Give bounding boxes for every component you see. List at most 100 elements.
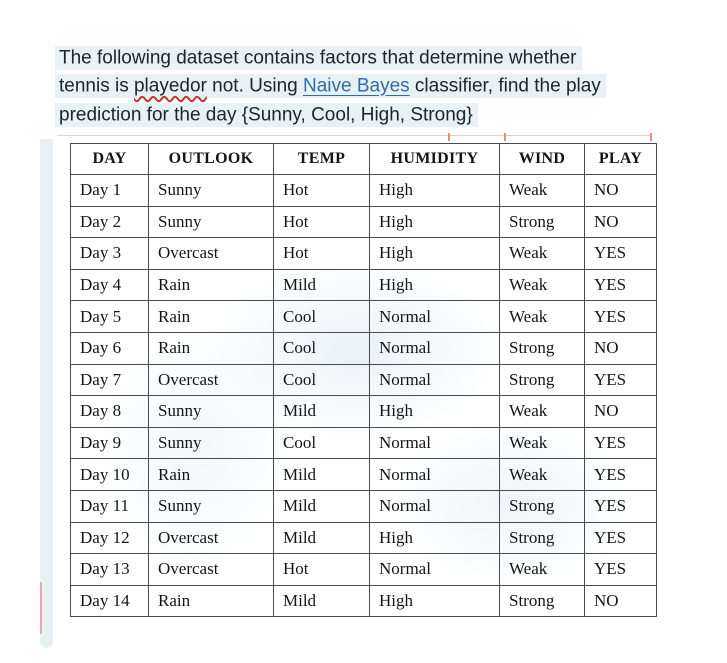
table-cell: Normal xyxy=(369,553,500,586)
table-cell: Sunny xyxy=(148,174,274,207)
table-cell: Weak xyxy=(499,458,585,491)
table-cell: Day 7 xyxy=(70,363,149,397)
red-tick-mark xyxy=(650,133,652,141)
table-cell: Rain xyxy=(148,300,274,333)
table-cell: Overcast xyxy=(148,553,274,586)
naive-bayes-link[interactable]: Naive Bayes xyxy=(302,75,410,97)
table-cell: Weak xyxy=(499,174,585,207)
table-cell: Day 13 xyxy=(70,553,149,586)
table-header-row: DAY OUTLOOK TEMP HUMIDITY WIND PLAY xyxy=(70,143,657,175)
table-cell: Weak xyxy=(499,237,585,270)
table-cell: Sunny xyxy=(148,489,274,523)
table-cell: Day 5 xyxy=(70,300,149,333)
table-cell: Sunny xyxy=(148,205,274,239)
table-cell: High xyxy=(369,584,500,618)
table-cell: Strong xyxy=(499,489,585,523)
table-row: Day 2 Sunny Hot High Strong NO xyxy=(70,205,657,239)
table-cell: Mild xyxy=(273,489,370,523)
table-cell: Normal xyxy=(369,489,500,523)
table-cell: Day 6 xyxy=(70,331,149,365)
table-row: Day 11 Sunny Mild Normal Strong YES xyxy=(70,489,657,523)
left-red-mark xyxy=(40,582,42,634)
table-cell: Weak xyxy=(499,395,585,428)
comment-anchor-line xyxy=(57,133,652,141)
table-cell: Day 1 xyxy=(70,174,149,207)
table-cell: Day 8 xyxy=(70,395,149,428)
table-cell: Normal xyxy=(369,363,500,397)
table-cell: Weak xyxy=(499,300,585,333)
table-row: Day 4 Rain Mild High Weak YES xyxy=(70,268,657,302)
table-cell: Strong xyxy=(499,521,585,555)
table-cell: Mild xyxy=(273,458,370,491)
table-cell: Sunny xyxy=(148,395,274,428)
question-line-1: The following dataset contains factors t… xyxy=(55,44,606,73)
column-header: PLAY xyxy=(584,143,657,175)
table-row: Day 14 Rain Mild High Strong NO xyxy=(70,584,657,618)
column-header: TEMP xyxy=(273,143,370,175)
table-cell: NO xyxy=(584,331,657,365)
table-cell: Strong xyxy=(499,584,585,618)
table-cell: YES xyxy=(584,458,657,491)
column-header: HUMIDITY xyxy=(369,143,500,175)
red-tick-mark xyxy=(448,133,450,141)
text-fragment: classifier, find the play xyxy=(409,75,601,97)
table-row: Day 6 Rain Cool Normal Strong NO xyxy=(70,331,657,365)
table-cell: Weak xyxy=(499,268,585,302)
column-header: OUTLOOK xyxy=(148,143,274,175)
table-cell: Mild xyxy=(273,584,370,618)
table-cell: Day 4 xyxy=(70,268,149,302)
table-cell: Hot xyxy=(273,553,370,586)
highlighted-text: tennis is playedor not. Using Naive Baye… xyxy=(55,74,606,98)
table-cell: Cool xyxy=(273,426,370,460)
table-row: Day 12 Overcast Mild High Strong YES xyxy=(70,521,657,555)
table-cell: Hot xyxy=(273,237,370,270)
red-tick-mark xyxy=(504,133,506,141)
table-cell: Rain xyxy=(148,584,274,618)
table-cell: Day 10 xyxy=(70,458,149,491)
table-cell: NO xyxy=(584,174,657,207)
table-cell: YES xyxy=(584,553,657,586)
table-cell: Cool xyxy=(273,363,370,397)
table-cell: Hot xyxy=(273,205,370,239)
table-cell: High xyxy=(369,205,500,239)
table-cell: Cool xyxy=(273,300,370,333)
table-cell: Day 11 xyxy=(70,489,149,523)
table-cell: Hot xyxy=(273,174,370,207)
table-cell: Mild xyxy=(273,395,370,428)
table-row: Day 1 Sunny Hot High Weak NO xyxy=(70,174,657,207)
tennis-dataset-table: DAY OUTLOOK TEMP HUMIDITY WIND PLAY Day 1 Sunn… xyxy=(70,143,657,618)
table-cell: Normal xyxy=(369,331,500,365)
table-cell: NO xyxy=(584,395,657,428)
highlighted-text: The following dataset contains factors t… xyxy=(55,45,582,70)
table-cell: Normal xyxy=(369,426,500,460)
misspelled-word: playedor xyxy=(133,75,207,97)
table-cell: YES xyxy=(584,300,657,333)
table-cell: Overcast xyxy=(148,363,274,397)
table-row: Day 7 Overcast Cool Normal Strong YES xyxy=(70,363,657,397)
table-cell: Overcast xyxy=(148,521,274,555)
table-cell: NO xyxy=(584,584,657,618)
table-cell: Day 9 xyxy=(70,426,149,460)
table-cell: Day 14 xyxy=(70,584,149,618)
table-cell: Rain xyxy=(148,268,274,302)
column-header: DAY xyxy=(70,143,149,175)
table-cell: High xyxy=(369,237,500,270)
table-cell: YES xyxy=(584,268,657,302)
table-cell: Normal xyxy=(369,300,500,333)
table-row: Day 3 Overcast Hot High Weak YES xyxy=(70,237,657,270)
table-cell: High xyxy=(369,521,500,555)
table-row: Day 10 Rain Mild Normal Weak YES xyxy=(70,458,657,491)
table-cell: YES xyxy=(584,521,657,555)
table-cell: Strong xyxy=(499,331,585,365)
question-text: The following dataset contains factors t… xyxy=(55,44,606,130)
table-cell: Sunny xyxy=(148,426,274,460)
table-row: Day 13 Overcast Hot Normal Weak YES xyxy=(70,553,657,586)
text-fragment: not. Using xyxy=(206,75,303,97)
table-cell: High xyxy=(369,174,500,207)
table-cell: YES xyxy=(584,363,657,397)
table-row: Day 9 Sunny Cool Normal Weak YES xyxy=(70,426,657,460)
table-cell: Cool xyxy=(273,331,370,365)
left-highlight-strip xyxy=(40,139,53,648)
table-cell: Overcast xyxy=(148,237,274,270)
